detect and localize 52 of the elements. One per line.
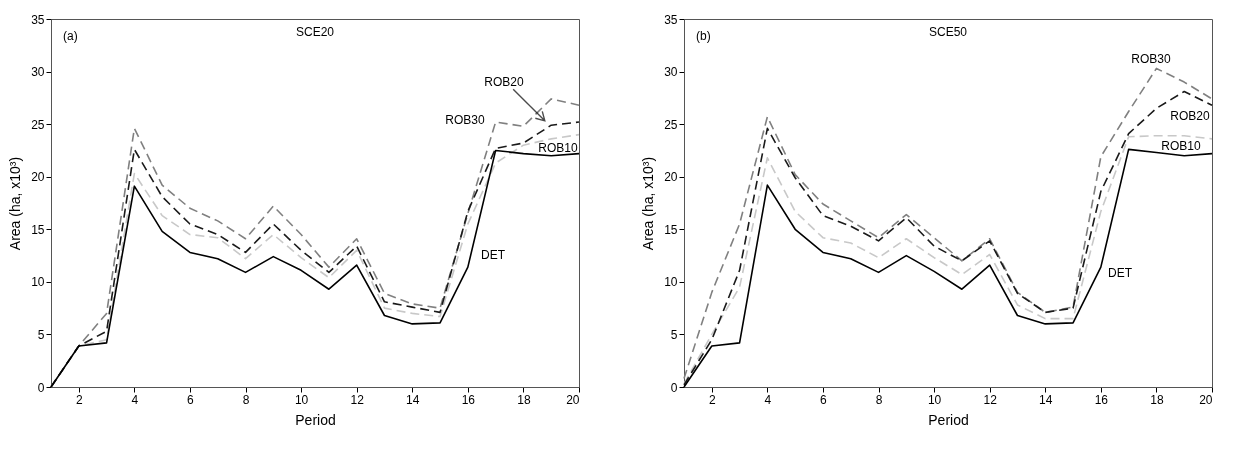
annotation: (a)	[63, 29, 78, 43]
y-tick-label: 0	[37, 380, 45, 395]
text: SCE20	[295, 25, 335, 39]
y-tick-label: 25	[664, 117, 678, 132]
x-tick-label: 4	[131, 392, 139, 407]
x-tick-label: 20	[1199, 392, 1213, 407]
y-axis-title: Area (ha, x10³)	[640, 156, 657, 251]
x-tick-label: 12	[350, 392, 365, 407]
annotation: (b)	[696, 29, 711, 43]
x-tick-label: 12	[983, 392, 998, 407]
x-tick-label: 20	[566, 392, 580, 407]
y-tick-label: 15	[31, 222, 45, 237]
x-tick-label: 18	[517, 392, 531, 407]
series-label: ROB30	[445, 113, 485, 127]
x-tick-label: 14	[1039, 392, 1053, 407]
x-axis-title: Period	[295, 411, 336, 428]
y-tick-label: 35	[664, 12, 678, 27]
y-tick-label: 20	[664, 170, 678, 185]
x-tick-label: 6	[820, 392, 828, 407]
y-tick-label: 5	[37, 327, 45, 342]
x-tick-label: 6	[187, 392, 195, 407]
x-tick-label: 18	[1150, 392, 1164, 407]
x-tick-label: 16	[1094, 392, 1109, 407]
series-label: DET	[481, 248, 506, 262]
y-tick-label: 15	[664, 222, 678, 237]
series-label: ROB30	[1131, 52, 1171, 66]
x-tick-label: 8	[242, 392, 250, 407]
y-tick-label: 10	[664, 275, 678, 290]
y-tick-label: 0	[670, 380, 678, 395]
x-tick-label: 4	[764, 392, 772, 407]
x-axis-title: Period	[928, 411, 969, 428]
y-tick-label: 10	[31, 275, 45, 290]
x-tick-label: 10	[294, 392, 309, 407]
series-label: ROB10	[538, 141, 578, 155]
series-label: ROB10	[1161, 139, 1201, 153]
x-tick-label: 2	[75, 392, 83, 407]
series-label: ROB20	[1170, 109, 1210, 123]
x-tick-label: 16	[461, 392, 476, 407]
y-tick-label: 20	[31, 170, 45, 185]
x-tick-label: 8	[875, 392, 883, 407]
x-tick-label: 2	[708, 392, 716, 407]
x-tick-label: 14	[406, 392, 420, 407]
y-tick-label: 25	[31, 117, 45, 132]
y-tick-label: 35	[31, 12, 45, 27]
y-tick-label: 5	[670, 327, 678, 342]
text: SCE50	[928, 25, 968, 39]
y-tick-label: 30	[664, 65, 678, 80]
x-tick-label: 10	[927, 392, 942, 407]
text: ROB20	[484, 75, 524, 89]
y-axis-title: Area (ha, x10³)	[7, 156, 24, 251]
y-tick-label: 30	[31, 65, 45, 80]
series-label: DET	[1108, 266, 1133, 280]
